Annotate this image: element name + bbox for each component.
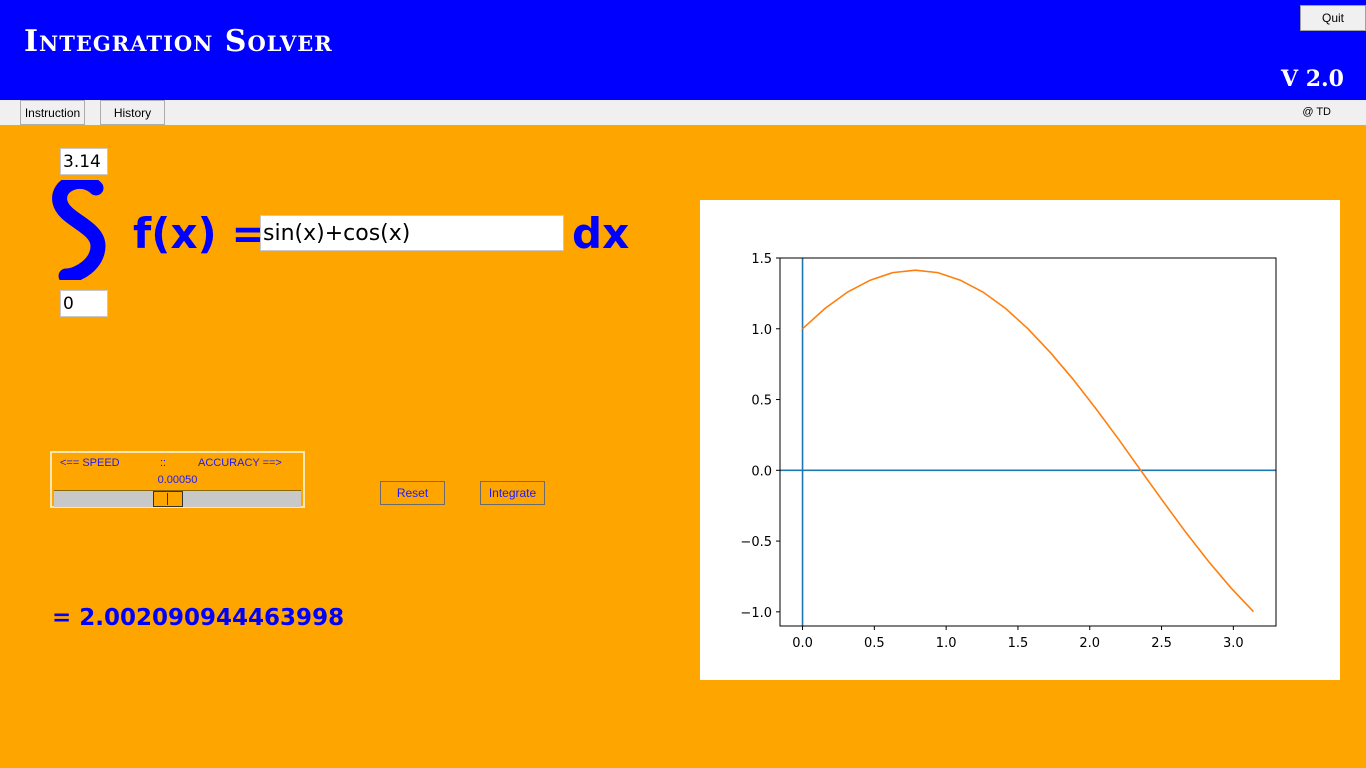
series-line-0 (801, 269, 1255, 613)
y-tick-label: 0.0 (751, 464, 772, 479)
dx-label: dx (572, 209, 630, 258)
slider-thumb[interactable] (153, 491, 184, 507)
credit-label: @ TD (1302, 106, 1331, 118)
reset-button[interactable]: Reset (380, 481, 445, 505)
x-tick-label: 0.5 (864, 636, 885, 651)
caption-separator: :: (160, 457, 167, 469)
fx-label: f(x) = (133, 209, 267, 258)
slider-value: 0.00050 (157, 474, 198, 486)
y-tick-label: 1.0 (751, 323, 772, 338)
x-tick-label: 2.0 (1079, 636, 1100, 651)
y-tick-label: 0.5 (751, 394, 772, 409)
y-tick-label: 1.5 (751, 252, 772, 267)
function-input[interactable]: sin(x)+cos(x) (260, 215, 564, 251)
integrate-button[interactable]: Integrate (480, 481, 545, 505)
lower-limit-input[interactable]: 0 (60, 290, 108, 317)
x-tick-label: 1.0 (936, 636, 957, 651)
version-label: V 2.0 (1280, 66, 1344, 92)
upper-limit-input[interactable]: 3.14 (60, 148, 108, 175)
app-title: Integration Solver (24, 24, 333, 59)
slider-caption: <== SPEED :: ACCURACY ==> (60, 457, 300, 469)
x-tick-label: 1.5 (1008, 636, 1029, 651)
plot-frame (779, 257, 1277, 627)
x-tick-label: 0.0 (792, 636, 813, 651)
accuracy-caption: ACCURACY ==> (198, 457, 282, 469)
plot-svg: 0.0 0.5 1.0 1.5 2.0 2.5 3.0 1.5 1.0 0.5 0.0 −0.5 −1.… (740, 252, 1277, 651)
app-header: Integration Solver V 2.0 Quit (0, 0, 1366, 100)
menu-bar: Instruction History @ TD (0, 100, 1366, 125)
x-tick-label: 2.5 (1151, 636, 1172, 651)
speed-accuracy-slider: <== SPEED :: ACCURACY ==> 0.00050 (50, 451, 305, 508)
y-tick-label: −1.0 (740, 606, 772, 621)
quit-button[interactable]: Quit (1300, 5, 1366, 31)
x-tick-label: 3.0 (1223, 636, 1244, 651)
speed-caption: <== SPEED (60, 457, 120, 469)
instruction-button[interactable]: Instruction (20, 100, 85, 125)
result-value: = 2.002090944463998 (52, 605, 345, 631)
slider-track[interactable] (54, 490, 301, 507)
history-button[interactable]: History (100, 100, 165, 125)
function-plot: 0.0 0.5 1.0 1.5 2.0 2.5 3.0 1.5 1.0 0.5 0.0 −0.5 −1.… (700, 200, 1340, 680)
integral-sign-icon (52, 180, 106, 280)
y-tick-label: −0.5 (740, 535, 772, 550)
